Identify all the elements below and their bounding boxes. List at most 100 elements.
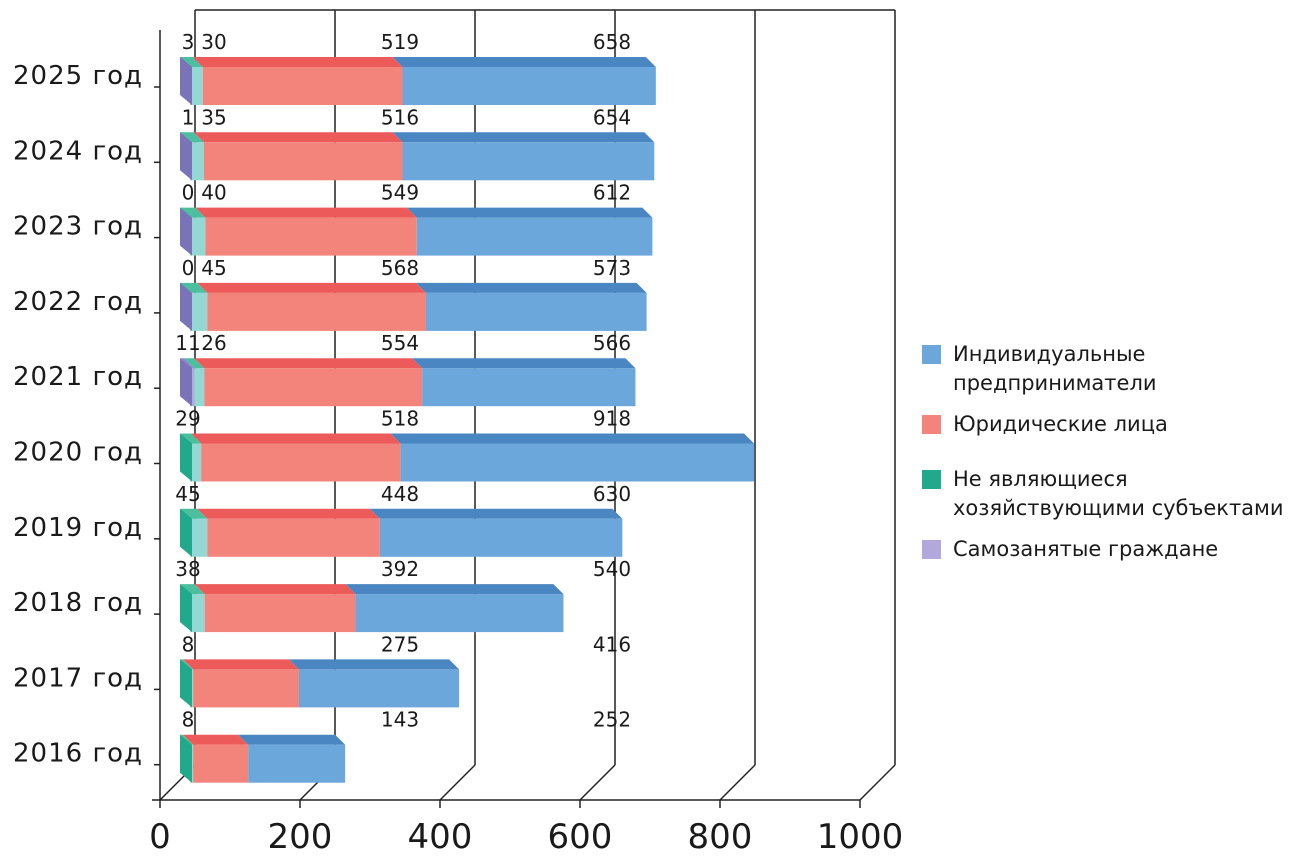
bar-value-label: 554 <box>381 331 419 355</box>
legend-swatch-selfemployed <box>922 540 941 559</box>
bar-segment-top <box>180 659 194 670</box>
bar-segment-top <box>238 734 346 745</box>
legend-label-selfemployed: Самозанятые граждане <box>953 537 1219 561</box>
bar-value-label: 45 <box>201 256 226 280</box>
bar-value-label: 26 <box>201 331 226 355</box>
bar-segment <box>190 368 195 407</box>
bar-segment <box>426 292 647 331</box>
bar-segment-top <box>194 358 423 369</box>
bar-segment-top <box>180 358 195 369</box>
grid-line-floor <box>719 764 756 801</box>
bar-segment <box>416 217 653 256</box>
bar-segment <box>190 217 206 256</box>
bar-end-cap <box>180 207 192 256</box>
legend-label-ip: Индивидуальные предприниматели <box>953 342 1157 395</box>
x-tick-label: 400 <box>408 817 473 857</box>
x-tick-label: 600 <box>548 817 613 857</box>
y-category-label: 2023 год <box>13 212 143 242</box>
bar-end-cap <box>180 132 192 181</box>
bar-value-label: 45 <box>175 482 200 506</box>
bar-end-cap <box>180 584 192 633</box>
bar-segment-top <box>288 659 460 670</box>
bar-value-label: 1 <box>182 105 195 129</box>
bar-segment-top <box>197 282 427 293</box>
bar-segment-top <box>197 508 380 519</box>
legend-swatch-legal <box>922 415 941 434</box>
legend-item-legal: Юридические лица <box>922 410 1302 439</box>
bar-segment <box>355 594 564 633</box>
x-tick-label: 800 <box>688 817 753 857</box>
bar-value-label: 918 <box>593 407 631 431</box>
bar-segment <box>190 292 208 331</box>
bar-end-cap <box>180 508 192 557</box>
bar-value-label: 573 <box>593 256 631 280</box>
bar-segment <box>298 669 460 708</box>
bar-value-label: 518 <box>381 407 419 431</box>
bar-segment-top <box>416 282 647 293</box>
bar-segment <box>193 669 299 708</box>
bar-end-cap <box>180 282 192 331</box>
bar-value-label: 0 <box>182 256 195 280</box>
bar-segment-top <box>184 358 205 369</box>
bar-segment-top <box>180 734 194 745</box>
bar-value-label: 519 <box>381 30 419 54</box>
bar-segment-top <box>193 132 403 143</box>
bar-end-cap <box>180 659 192 708</box>
y-category-label: 2025 год <box>13 61 143 91</box>
bar-segment-top <box>369 508 623 519</box>
bar-segment-top <box>183 659 299 670</box>
bar-value-label: 3 <box>182 30 195 54</box>
bar-value-label: 448 <box>381 482 419 506</box>
bar-segment <box>422 368 636 407</box>
legend-swatch-ip <box>922 345 941 364</box>
bar-segment <box>190 594 205 633</box>
legend-label-legal: Юридические лица <box>953 412 1168 436</box>
x-tick-label: 0 <box>149 817 171 857</box>
bar-value-label: 8 <box>182 632 195 656</box>
legend-swatch-nonbusiness <box>922 470 941 489</box>
bar-value-label: 549 <box>381 181 419 205</box>
bar-segment-top <box>180 584 205 595</box>
bar-segment <box>402 67 656 105</box>
bar-value-label: 566 <box>593 331 631 355</box>
y-category-label: 2019 год <box>13 513 143 543</box>
bar-end-cap <box>180 433 192 482</box>
bar-segment <box>190 518 208 557</box>
bar-segment <box>379 518 623 557</box>
bar-segment <box>203 142 403 181</box>
bar-segment-top <box>191 433 401 444</box>
bar-segment-top <box>392 57 656 67</box>
bar-segment <box>191 67 203 105</box>
bar-segment-top <box>181 57 203 67</box>
bar-value-label: 38 <box>175 557 200 581</box>
grid-line-floor <box>579 764 616 801</box>
bar-segment <box>202 67 403 105</box>
x-tick-label: 200 <box>268 817 333 857</box>
bar-segment <box>201 443 401 482</box>
bar-value-label: 40 <box>201 181 226 205</box>
bar-end-cap <box>180 358 192 407</box>
bar-segment <box>204 594 356 633</box>
grid-line-floor <box>859 764 896 801</box>
bar-value-label: 540 <box>593 557 631 581</box>
bar-segment-top <box>412 358 636 369</box>
bar-value-label: 252 <box>593 708 631 732</box>
y-category-label: 2020 год <box>13 438 143 468</box>
bar-value-label: 516 <box>381 105 419 129</box>
bar-segment-top <box>180 132 204 143</box>
bar-segment-top <box>183 734 249 745</box>
bar-value-label: 35 <box>201 105 226 129</box>
bar-segment <box>248 744 346 783</box>
y-category-label: 2021 год <box>13 362 143 392</box>
bar-segment <box>194 368 205 407</box>
bar-segment <box>190 142 204 181</box>
bar-value-label: 416 <box>593 632 631 656</box>
bar-value-label: 8 <box>182 708 195 732</box>
bar-segment-top <box>180 433 202 444</box>
bar-value-label: 11 <box>175 331 200 355</box>
grid-line-floor <box>439 764 476 801</box>
bar-value-label: 654 <box>593 105 631 129</box>
bar-value-label: 658 <box>593 30 631 54</box>
